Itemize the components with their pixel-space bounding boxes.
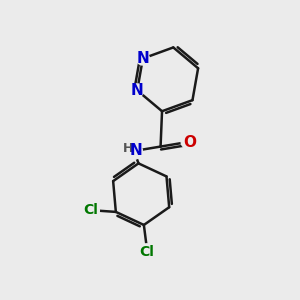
Circle shape [126,143,142,159]
Circle shape [181,136,193,148]
Circle shape [131,84,144,97]
Text: N: N [136,51,149,66]
Text: O: O [184,135,196,150]
Circle shape [136,52,149,65]
Text: H: H [122,142,133,155]
Text: N: N [131,83,144,98]
Text: Cl: Cl [140,245,154,259]
Text: Cl: Cl [84,203,98,218]
Text: N: N [130,143,143,158]
Circle shape [139,244,155,260]
Circle shape [83,202,99,219]
